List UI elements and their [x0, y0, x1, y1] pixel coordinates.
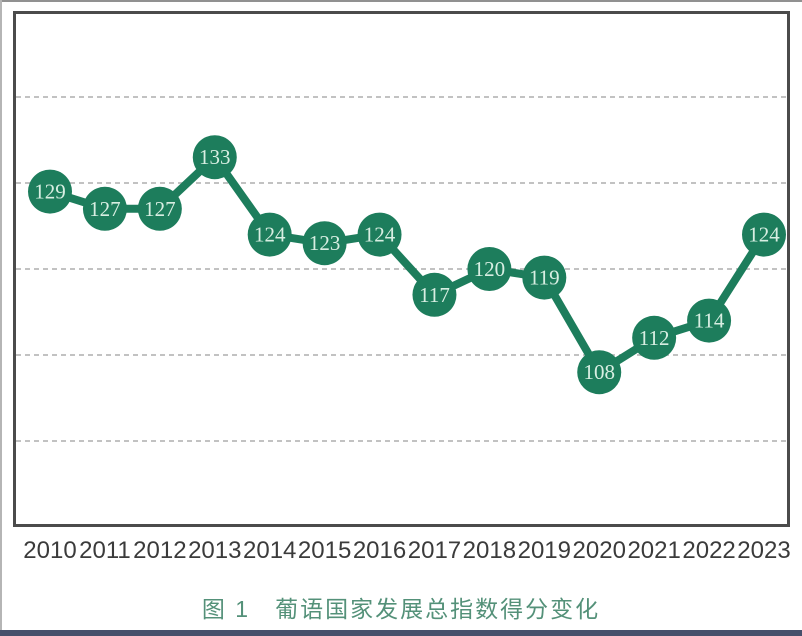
data-point-label: 123 — [309, 231, 341, 255]
x-axis-label: 2021 — [627, 537, 681, 564]
data-point-marker — [137, 186, 182, 231]
data-point-label: 119 — [529, 266, 560, 290]
data-point-label: 114 — [694, 309, 725, 333]
data-point-label: 124 — [748, 223, 780, 247]
figure-caption: 图 1 葡语国家发展总指数得分变化 — [201, 596, 601, 622]
data-point-label: 108 — [583, 360, 615, 384]
x-axis-label: 2010 — [23, 537, 77, 564]
data-point-marker — [467, 247, 512, 291]
data-point-label: 127 — [89, 197, 121, 221]
x-axis-label: 2016 — [352, 537, 407, 564]
x-axis-label: 2022 — [682, 537, 736, 564]
x-axis-label: 2012 — [133, 537, 187, 564]
data-point-marker — [302, 221, 347, 266]
data-point-marker — [687, 298, 732, 343]
x-axis-label: 2018 — [462, 537, 517, 564]
page-left-edge-line — [0, 0, 2, 630]
data-point-marker — [522, 255, 567, 300]
data-point-label: 124 — [364, 223, 396, 247]
data-point-label: 127 — [144, 197, 176, 221]
plot-border — [13, 11, 790, 527]
x-axis-label: 2011 — [79, 537, 131, 564]
x-axis-label: 2020 — [572, 537, 626, 564]
data-point-label: 124 — [254, 223, 286, 247]
x-axis-label: 2013 — [188, 537, 242, 564]
data-point-marker — [577, 350, 622, 395]
page-bottom-edge-line — [0, 630, 802, 636]
data-point-marker — [412, 272, 457, 317]
x-axis-label: 2014 — [242, 537, 297, 564]
data-point-label: 117 — [419, 283, 450, 307]
data-point-marker — [632, 315, 677, 360]
x-axis-label: 2015 — [297, 537, 352, 564]
data-point-label: 120 — [474, 257, 506, 281]
data-point-label: 133 — [199, 145, 231, 169]
data-point-label: 112 — [639, 326, 670, 350]
x-axis-label: 2017 — [407, 537, 462, 564]
data-point-marker — [192, 135, 237, 180]
data-point-label: 129 — [34, 180, 66, 204]
x-axis-label: 2019 — [517, 537, 571, 564]
data-point-marker — [28, 169, 72, 214]
data-point-marker — [82, 186, 127, 231]
data-point-marker — [247, 212, 292, 257]
x-axis-label: 2023 — [737, 537, 791, 564]
page-top-edge-line — [0, 0, 802, 2]
data-point-marker — [742, 212, 786, 257]
data-point-marker — [357, 212, 402, 257]
